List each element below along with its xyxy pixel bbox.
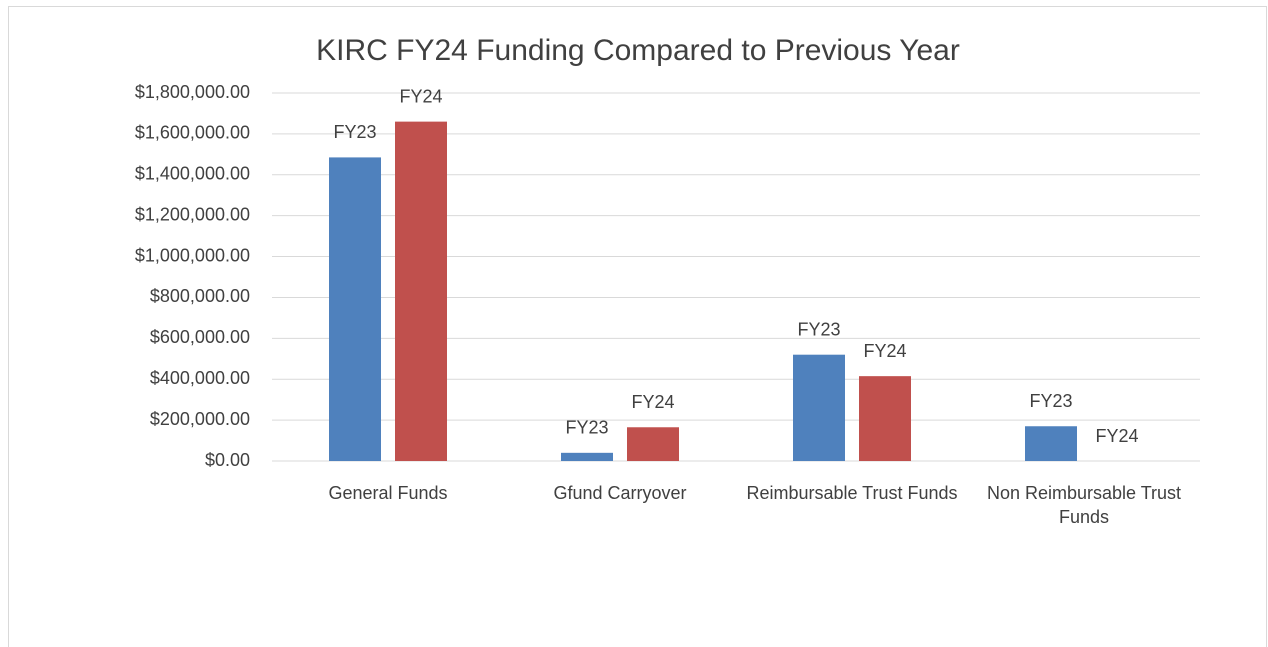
data-label: FY24	[399, 86, 442, 106]
bar	[395, 121, 447, 461]
y-tick-label: $1,600,000.00	[135, 123, 250, 143]
data-label: FY24	[863, 341, 906, 361]
data-label: FY24	[631, 392, 674, 412]
y-tick-label: $1,800,000.00	[135, 82, 250, 102]
x-tick-label: Non Reimbursable Trust Funds	[986, 483, 1182, 527]
bar	[1025, 426, 1077, 461]
y-tick-label: $800,000.00	[150, 286, 250, 306]
x-tick-label: General Funds	[328, 483, 448, 503]
bar	[561, 452, 613, 461]
chart-title: KIRC FY24 Funding Compared to Previous Y…	[316, 34, 960, 67]
y-tick-label: $1,400,000.00	[135, 164, 250, 184]
bar	[793, 354, 845, 461]
data-label: FY24	[1095, 426, 1138, 446]
bar	[329, 157, 381, 461]
y-tick-label: $400,000.00	[150, 368, 250, 388]
bar	[859, 376, 911, 461]
data-label: FY23	[1029, 391, 1072, 411]
y-tick-label: $600,000.00	[150, 327, 250, 347]
y-tick-label: $200,000.00	[150, 409, 250, 429]
bar	[627, 427, 679, 461]
data-label: FY23	[565, 418, 608, 438]
y-tick-label: $1,000,000.00	[135, 245, 250, 265]
data-label: FY23	[797, 319, 840, 339]
x-tick-label: Reimbursable Trust Funds	[746, 483, 958, 503]
x-tick-label: Gfund Carryover	[553, 483, 687, 503]
chart-border	[8, 6, 1267, 647]
y-tick-label: $0.00	[205, 450, 250, 470]
y-tick-label: $1,200,000.00	[135, 204, 250, 224]
data-label: FY23	[333, 122, 376, 142]
